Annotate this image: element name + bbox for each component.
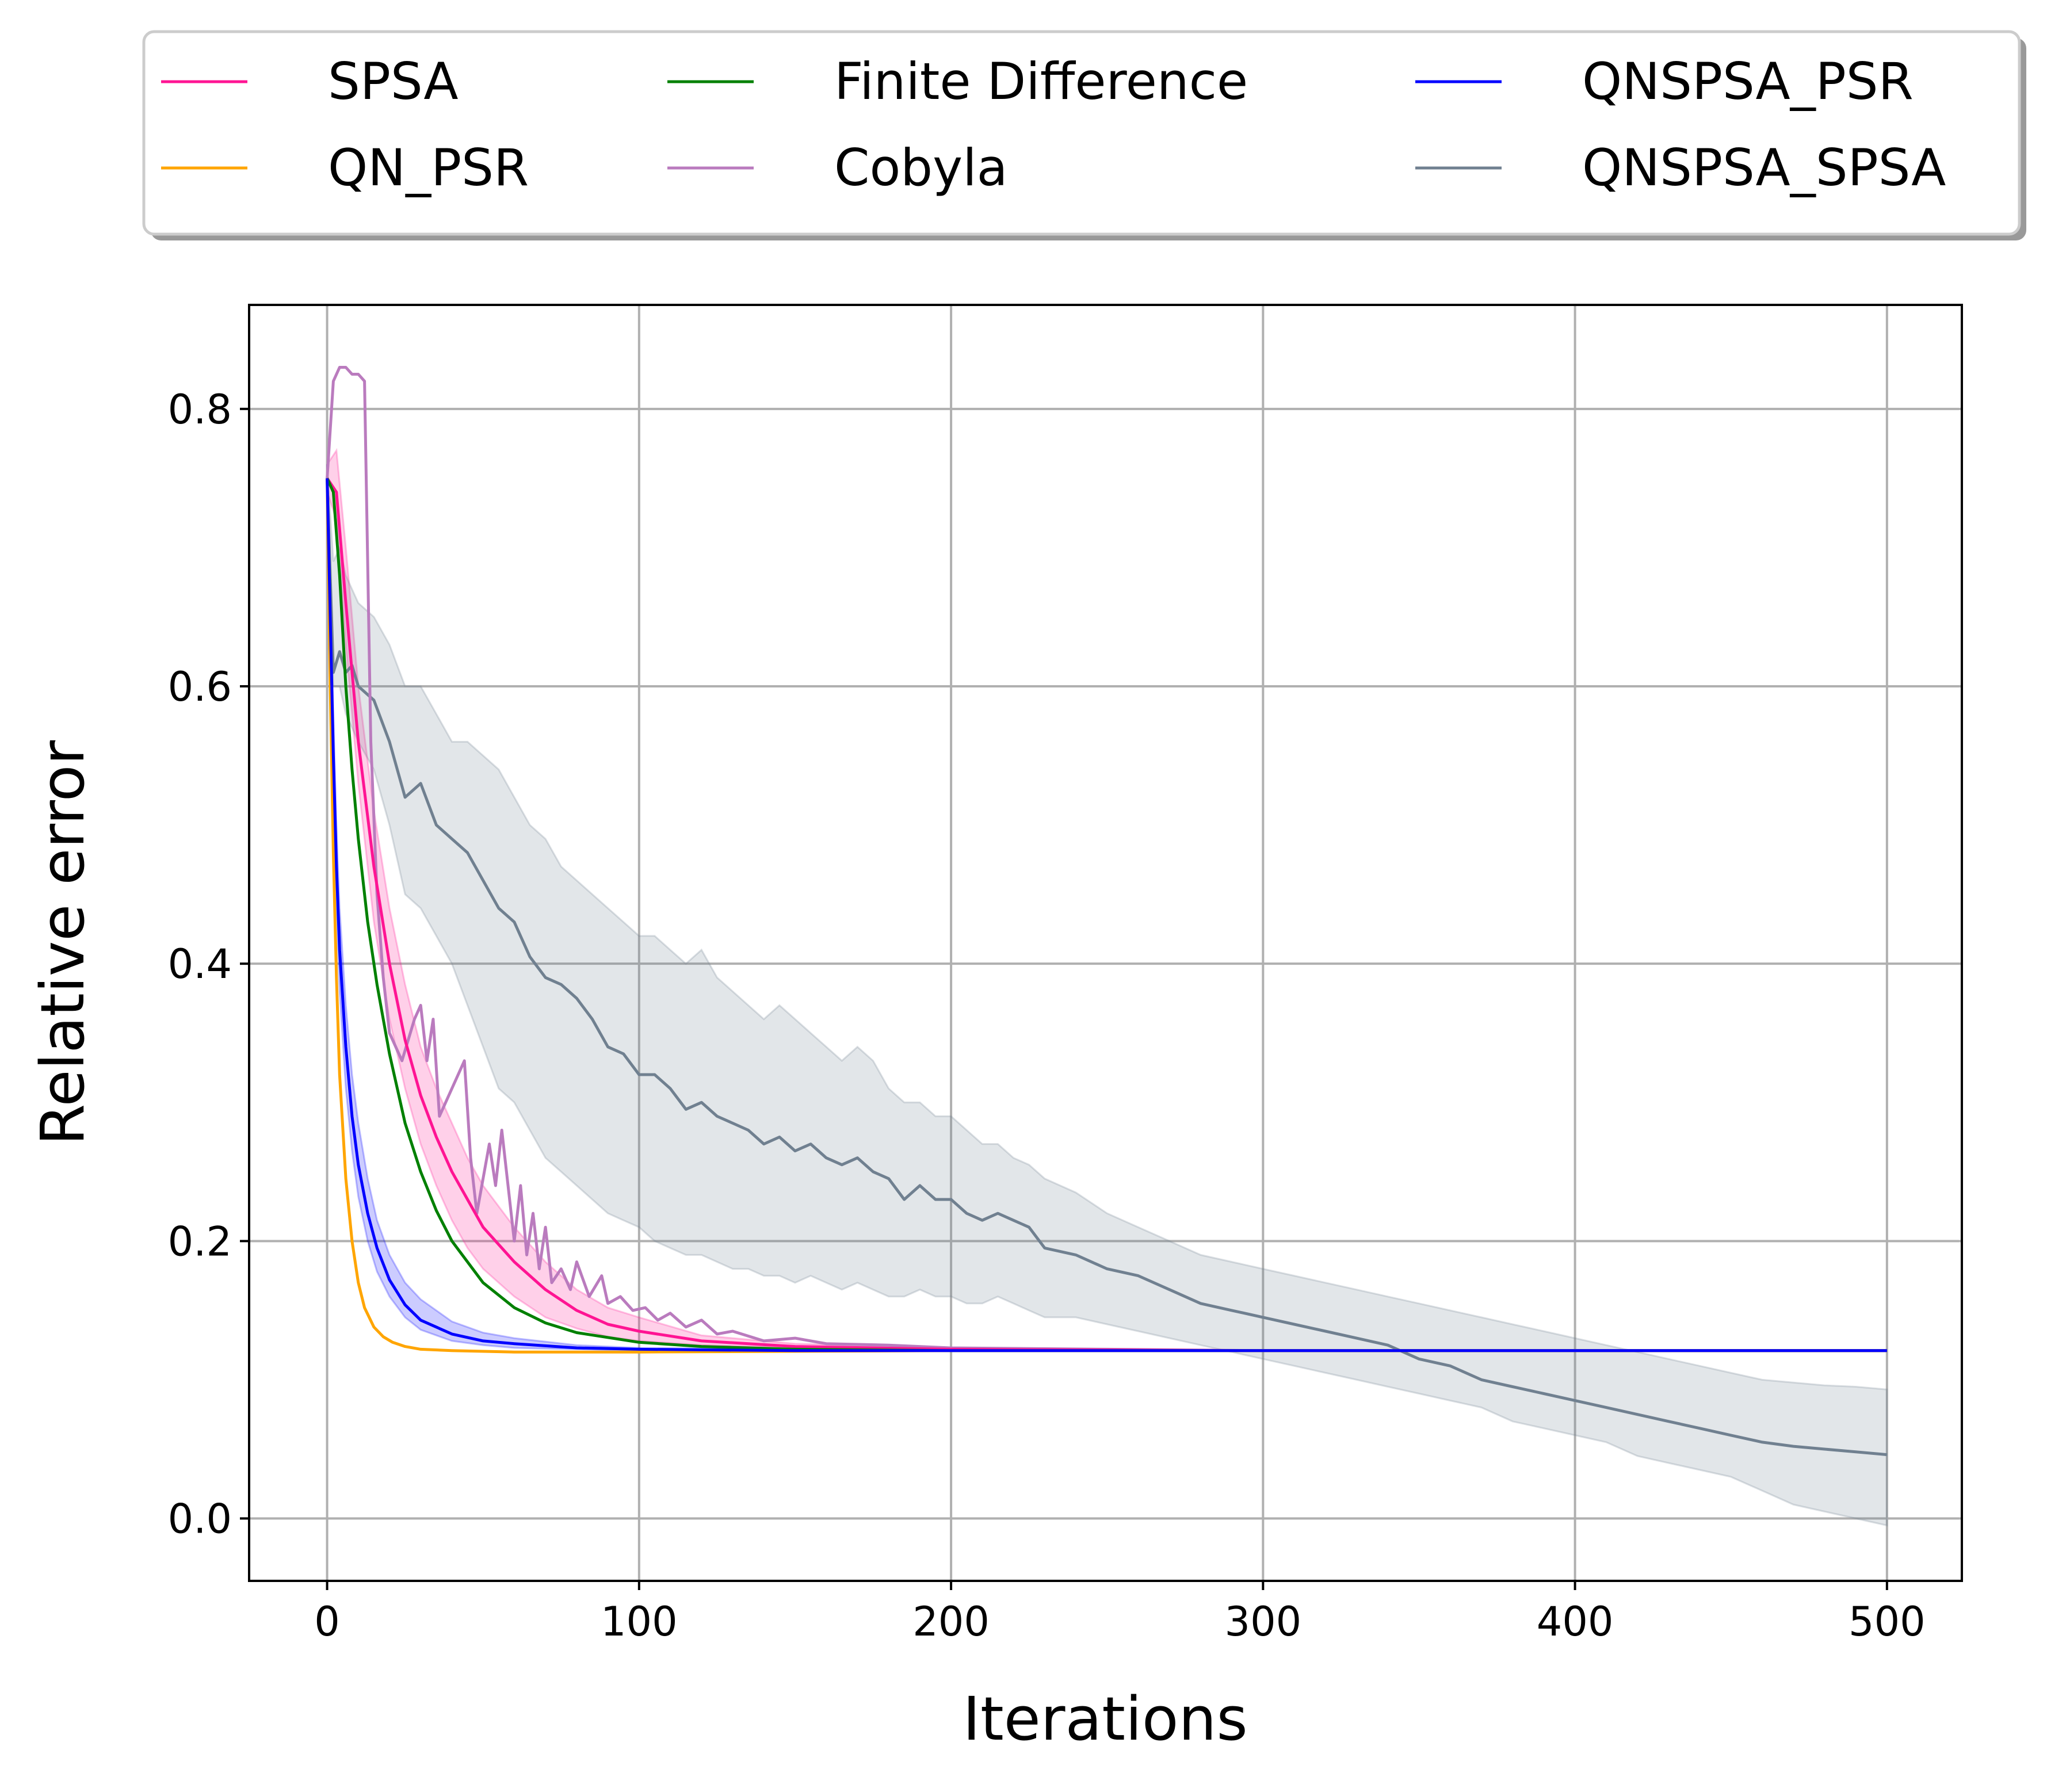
legend-entry-qnspsa-spsa: QNSPSA_SPSA <box>1415 138 1946 197</box>
legend-entry-qnspsa-psr: QNSPSA_PSR <box>1415 52 1914 111</box>
y-tick-label: 0.8 <box>168 386 232 433</box>
legend-label: QN_PSR <box>328 138 529 197</box>
y-axis-label: Relative error <box>28 740 98 1145</box>
plot-area: 0 100 200 300 400 500 0.0 0.2 0.4 0.6 0.8 <box>168 304 1963 1645</box>
legend: SPSA QN_PSR Finite Difference Cobyla QNSPSA_… <box>142 30 2026 240</box>
spsa-line <box>326 477 1887 1352</box>
qnspsa-spsa-line <box>326 478 1888 1457</box>
y-tick-label: 0.4 <box>168 941 232 988</box>
x-tick-label: 0 <box>314 1598 340 1645</box>
y-tick-label: 0.2 <box>168 1218 232 1265</box>
x-tick-label: 100 <box>601 1598 678 1645</box>
x-tick-label: 500 <box>1849 1598 1926 1645</box>
x-tick-label: 300 <box>1225 1598 1302 1645</box>
y-axis-ticks: 0.0 0.2 0.4 0.6 0.8 <box>168 386 249 1543</box>
legend-label: SPSA <box>328 52 459 111</box>
series-lines <box>326 366 1888 1457</box>
legend-entry-finite-difference: Finite Difference <box>667 52 1248 111</box>
legend-label: Finite Difference <box>834 52 1248 111</box>
y-tick-label: 0.0 <box>168 1496 232 1543</box>
legend-label: QNSPSA_SPSA <box>1582 138 1946 197</box>
x-axis-label: Iterations <box>963 1684 1247 1754</box>
legend-entry-qn-psr: QN_PSR <box>161 138 529 197</box>
x-tick-label: 200 <box>912 1598 990 1645</box>
legend-entry-spsa: SPSA <box>161 52 459 111</box>
qnspsa-psr-line <box>326 478 1887 1352</box>
legend-label: QNSPSA_PSR <box>1582 52 1914 111</box>
qnspsa-spsa-band <box>326 464 1888 1527</box>
y-tick-label: 0.6 <box>168 663 232 710</box>
x-tick-label: 400 <box>1537 1598 1614 1645</box>
legend-frame <box>142 30 2021 236</box>
x-axis-ticks: 0 100 200 300 400 500 <box>314 1581 1926 1645</box>
legend-label: Cobyla <box>834 138 1008 197</box>
cobyla-line <box>326 366 1887 1352</box>
axes-frame <box>248 304 1963 1582</box>
legend-entry-cobyla: Cobyla <box>667 138 1008 197</box>
